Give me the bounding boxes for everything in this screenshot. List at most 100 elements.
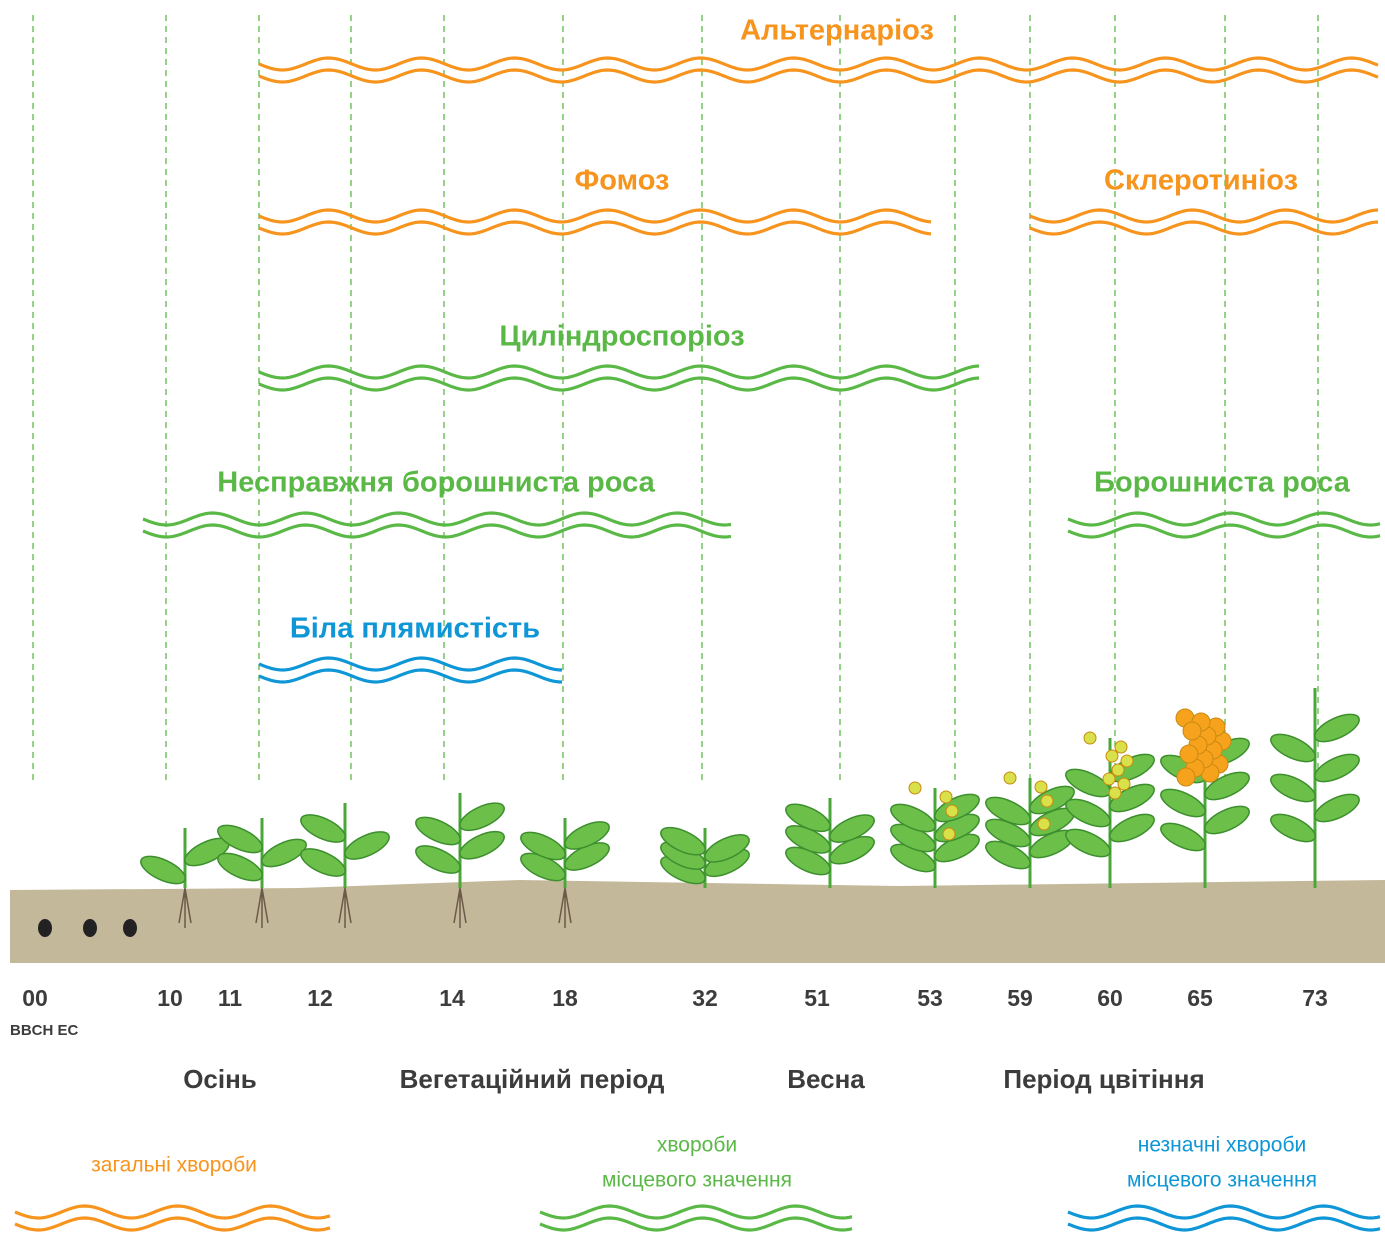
legend-text: місцевого значення [602,1169,792,1192]
disease-label: Фомоз [575,165,670,197]
plant-leaf [459,802,505,832]
flower [942,827,956,841]
flower [1105,749,1119,763]
plant-leaf [140,855,186,885]
disease-label: Біла плямистість [290,613,540,645]
seed [83,919,97,937]
stage-code: 59 [1007,985,1033,1011]
plant-leaf [829,814,875,843]
wave-line [258,668,563,684]
plant-leaf [1160,788,1206,818]
wave-line [258,68,1379,84]
wave-line [142,523,732,539]
stage-code: 10 [157,985,183,1011]
plant-leaf [217,852,263,882]
disease-label: Альтернаріоз [740,15,934,47]
root [453,887,467,928]
wave-line [1067,1204,1381,1220]
flower [1176,767,1196,787]
seed [123,919,137,937]
plant-leaf [217,824,263,854]
root [178,887,192,928]
plant-leaf [1314,713,1360,743]
plant-leaf [1204,771,1250,801]
plant-leaf [985,796,1031,826]
disease-label: Несправжня борошниста роса [217,467,655,499]
plant-leaf [660,826,706,856]
period-label: Період цвітіння [1003,1064,1204,1094]
flower [939,790,953,804]
flower [1083,731,1097,745]
period-label: Вегетаційний період [400,1064,665,1094]
stage-label: BBCH EC [10,1022,79,1039]
stage-code: 65 [1187,985,1213,1011]
plant-leaf [785,803,831,833]
wave-line [14,1204,331,1220]
wave-line [1067,511,1381,527]
disease-label: Склеротиніоз [1104,165,1298,197]
flower [1003,771,1017,785]
plant-leaf [1270,813,1316,843]
stage-code: 53 [917,985,943,1011]
stage-code: 14 [439,985,465,1011]
flower [1179,744,1199,764]
flower [1182,721,1202,741]
wave-line [1067,523,1381,539]
period-label: Весна [787,1064,865,1094]
plant-leaf [415,816,461,846]
legend-text: загальні хвороби [91,1154,257,1177]
plant-leaf [564,821,610,850]
stage-code: 51 [804,985,830,1011]
plant-leaf [300,814,346,843]
wave-line [258,364,980,380]
stage-code: 11 [218,985,243,1011]
wave-line [258,376,980,392]
flower [1040,794,1054,808]
stage-code: 18 [552,985,578,1011]
wave-line [1029,208,1379,224]
plant-leaf [415,845,461,874]
wave-line [14,1216,331,1232]
flower [1117,777,1131,791]
stage-code: 60 [1097,985,1123,1011]
flower [1102,772,1116,786]
plant-leaf [344,831,390,860]
plant-leaf [1270,773,1316,803]
root [255,887,269,928]
wave-line [142,511,732,527]
flower [1037,817,1051,831]
wave-line [539,1204,853,1220]
legend-text: місцевого значення [1127,1169,1317,1192]
ground [10,880,1385,963]
seed [38,919,52,937]
flower [1108,786,1122,800]
wave-line [258,656,563,672]
root [558,887,572,928]
plant-leaf [459,830,505,860]
flower [908,781,922,795]
legend-text: хвороби [657,1134,737,1157]
wave-line [258,220,932,236]
stage-code: 32 [692,985,718,1011]
flower [1034,780,1048,794]
disease-label: Борошниста роса [1094,467,1351,499]
plant-leaf [1204,805,1250,835]
root [338,887,352,928]
stage-code: 12 [307,985,333,1011]
plant-leaf [1065,828,1111,858]
plant-leaf [1160,822,1206,852]
stage-code: 73 [1302,985,1328,1011]
flower [945,804,959,818]
plant-leaf [1109,813,1155,843]
wave-line [1029,220,1379,236]
disease-label: Циліндроспоріоз [499,321,744,353]
flower [1111,763,1125,777]
wave-line [258,208,932,224]
plant-leaf [1270,733,1316,763]
wave-line [539,1216,853,1232]
legend-text: незначні хвороби [1138,1134,1307,1157]
wave-line [258,56,1379,72]
flower [1114,740,1128,754]
plant-leaf [1314,753,1360,783]
